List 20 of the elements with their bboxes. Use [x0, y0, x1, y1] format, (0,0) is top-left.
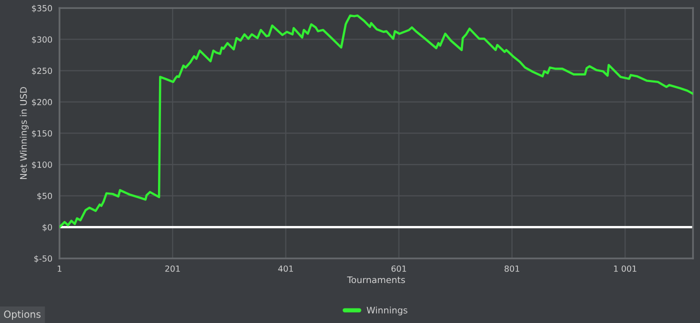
y-tick-label: $100 — [32, 161, 52, 169]
y-axis-title: Net Winnings in USD — [20, 87, 29, 180]
x-tick-label: 801 — [504, 265, 520, 272]
y-tick-label: $350 — [32, 4, 52, 12]
text: Options — [4, 310, 41, 320]
y-tick-label: $300 — [32, 36, 52, 44]
line-series — [60, 14, 693, 228]
y-tick-label: $50 — [37, 192, 52, 200]
x-axis-title: Tournaments — [347, 276, 405, 284]
x-tick-label: 1 001 — [614, 265, 636, 272]
y-tick-label: $250 — [32, 67, 52, 76]
legend-label: Winnings — [366, 306, 408, 316]
y-tick-label: $150 — [32, 130, 52, 138]
x-tick-label: 201 — [165, 265, 180, 272]
y-tick-label: $-50 — [34, 255, 52, 263]
x-tick-label: 401 — [278, 265, 293, 272]
x-tick-label: 1 — [58, 266, 62, 272]
y-tick-label: $0 — [42, 224, 52, 232]
y-tick-label: $200 — [32, 98, 52, 106]
x-tick-label: 601 — [392, 265, 406, 272]
